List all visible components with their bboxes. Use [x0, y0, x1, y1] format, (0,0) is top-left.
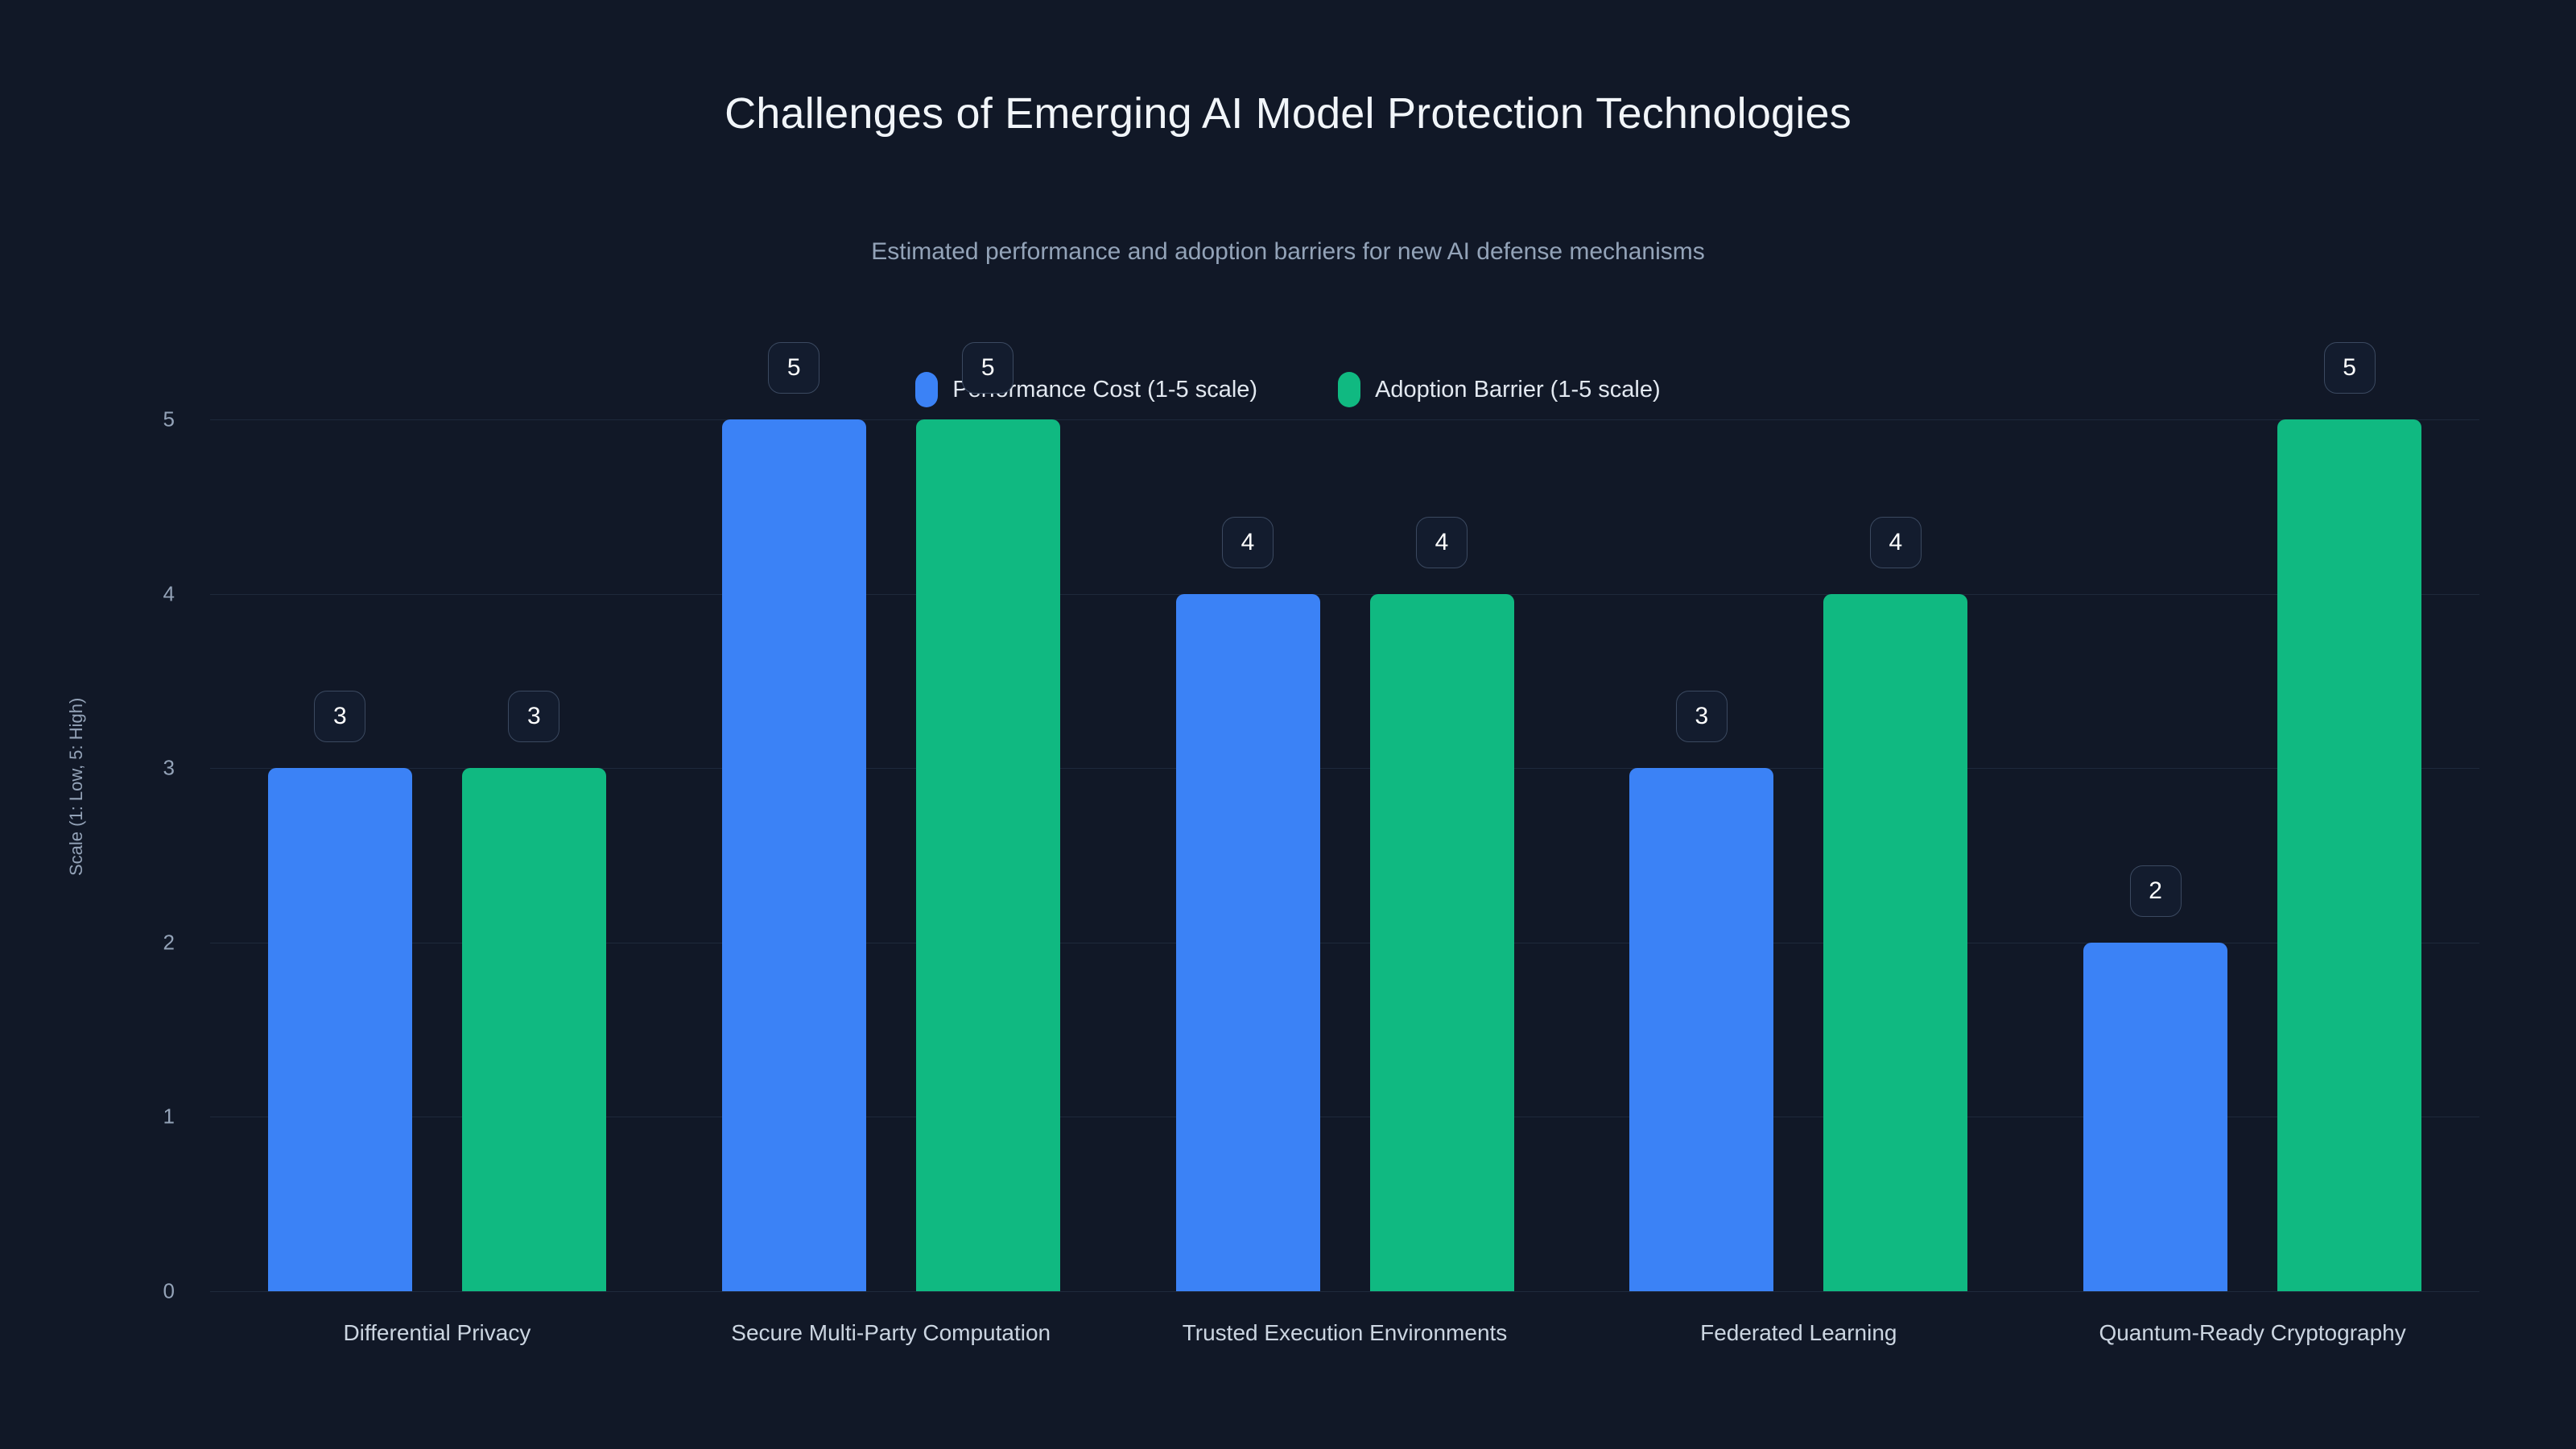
x-axis-category-label: Secure Multi-Party Computation [731, 1320, 1051, 1345]
bar-value-badge: 4 [1416, 516, 1468, 568]
bar-4-0[interactable] [2083, 942, 2228, 1291]
legend-swatch-icon [915, 372, 939, 407]
chart-subtitle: Estimated performance and adoption barri… [871, 238, 1705, 265]
y-axis-tick-label: 2 [163, 930, 175, 955]
bar-value-badge: 4 [1869, 516, 1922, 568]
legend-label: Adoption Barrier (1-5 scale) [1375, 376, 1661, 402]
bar-0-0[interactable] [267, 768, 412, 1291]
gridline-y-5 [210, 419, 2479, 420]
bar-value-badge: 3 [314, 691, 366, 743]
y-axis-tick-label: 3 [163, 755, 175, 780]
bar-value-badge: 3 [508, 691, 560, 743]
y-axis-title: Scale (1: Low, 5: High) [66, 697, 86, 876]
x-axis-category-label: Trusted Execution Environments [1182, 1320, 1508, 1345]
y-axis-tick-label: 4 [163, 581, 175, 606]
plot-area [210, 419, 2479, 1292]
bar-value-badge: 5 [2323, 342, 2376, 394]
x-axis-category-label: Quantum-Ready Cryptography [2099, 1320, 2406, 1345]
bar-1-1[interactable] [915, 419, 1060, 1291]
bar-value-badge: 3 [1675, 691, 1728, 743]
bar-value-badge: 4 [1222, 516, 1274, 568]
y-axis-tick-label: 5 [163, 407, 175, 431]
bar-value-badge: 5 [962, 342, 1014, 394]
chart-legend: Performance Cost (1-5 scale) Adoption Bar… [0, 372, 2576, 407]
bar-value-badge: 5 [768, 342, 820, 394]
y-axis-tick-label: 1 [163, 1104, 175, 1129]
bar-2-0[interactable] [1175, 593, 1320, 1291]
bar-3-1[interactable] [1823, 593, 1968, 1291]
legend-item-1[interactable]: Adoption Barrier (1-5 scale) [1338, 372, 1661, 407]
bar-1-0[interactable] [721, 419, 866, 1291]
gridline-y-0 [210, 1291, 2479, 1292]
bar-value-badge: 2 [2129, 865, 2182, 917]
legend-swatch-icon [1338, 372, 1361, 407]
x-axis-category-label: Differential Privacy [343, 1320, 531, 1345]
bar-3-0[interactable] [1629, 768, 1774, 1291]
x-axis-category-label: Federated Learning [1700, 1320, 1897, 1345]
y-axis-tick-label: 0 [163, 1278, 175, 1303]
bar-0-1[interactable] [461, 768, 606, 1291]
gridline-y-3 [210, 768, 2479, 770]
chart-title: Challenges of Emerging AI Model Protecti… [724, 89, 1852, 138]
gridline-y-4 [210, 593, 2479, 595]
bar-2-1[interactable] [1369, 593, 1514, 1291]
bar-4-1[interactable] [2277, 419, 2422, 1291]
